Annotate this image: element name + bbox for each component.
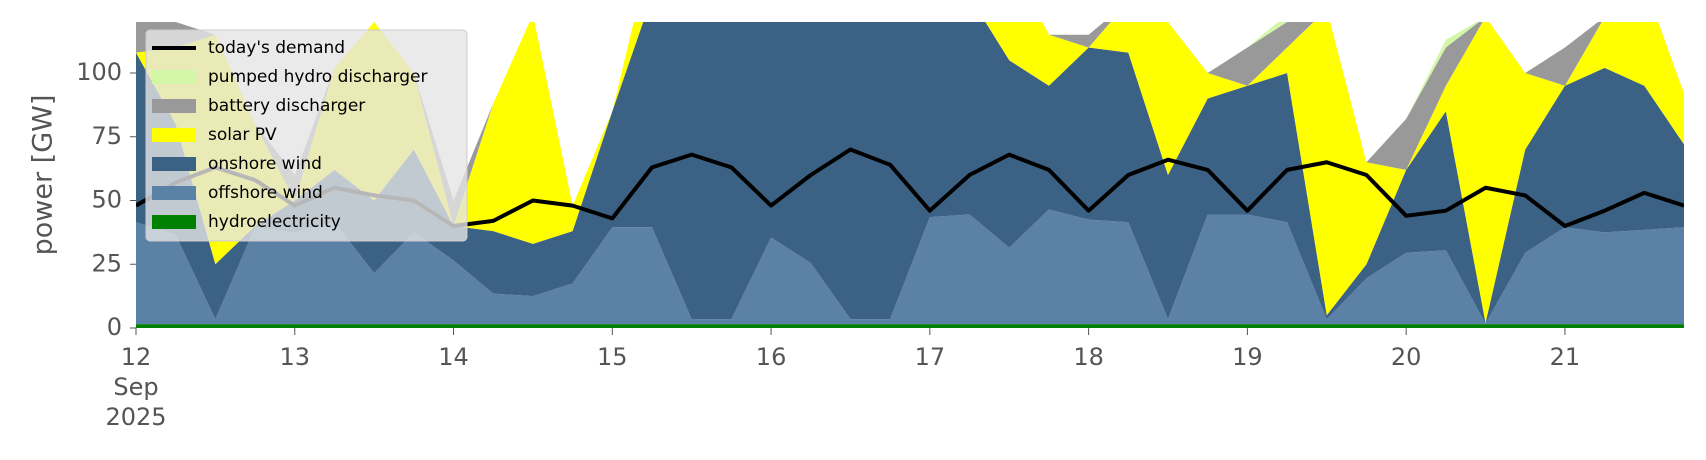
legend-label: today's demand	[208, 38, 345, 58]
x-tick-label: 19	[1232, 343, 1263, 371]
legend-swatch	[152, 186, 196, 200]
y-tick-label: 75	[91, 122, 122, 150]
legend-label: onshore wind	[208, 154, 322, 174]
legend-swatch	[152, 70, 196, 84]
legend-box	[145, 29, 468, 242]
legend-swatch	[152, 99, 196, 113]
y-tick-label: 0	[107, 313, 122, 341]
legend: today's demand pumped hydro discharger bat…	[145, 29, 468, 242]
legend-label: solar PV	[208, 125, 277, 145]
legend-label: hydroelectricity	[208, 212, 341, 232]
x-tick-label: 15	[597, 343, 628, 371]
x-tick-label: 12 Sep 2025	[105, 343, 166, 431]
area-series	[136, 22, 1684, 324]
legend-swatch	[152, 128, 196, 142]
x-tick-label: 16	[756, 343, 787, 371]
legend-swatch	[152, 157, 196, 171]
x-tick-label: 17	[915, 343, 946, 371]
y-tick-label: 100	[76, 58, 122, 86]
area-series	[136, 209, 1684, 325]
legend-label: offshore wind	[208, 183, 323, 203]
legend-label: pumped hydro discharger	[208, 67, 427, 87]
legend-swatch	[152, 215, 196, 229]
x-tick-label: 18	[1073, 343, 1104, 371]
plot-area	[136, 22, 1684, 328]
y-tick-label: 25	[91, 249, 122, 277]
x-tick-label: 13	[279, 343, 310, 371]
y-tick-label: 50	[91, 186, 122, 214]
x-tick-label: 20	[1391, 343, 1422, 371]
axes: 0 25 50 75 100 12 Sep 2025 13 14 15 16 17 18 19 20 21	[76, 58, 1580, 431]
y-axis-label: power [GW]	[28, 95, 59, 256]
area-series	[136, 22, 1684, 323]
area-series	[136, 324, 1684, 328]
x-tick-label: 14	[438, 343, 469, 371]
legend-label: battery discharger	[208, 96, 365, 116]
x-tick-label: 21	[1550, 343, 1581, 371]
